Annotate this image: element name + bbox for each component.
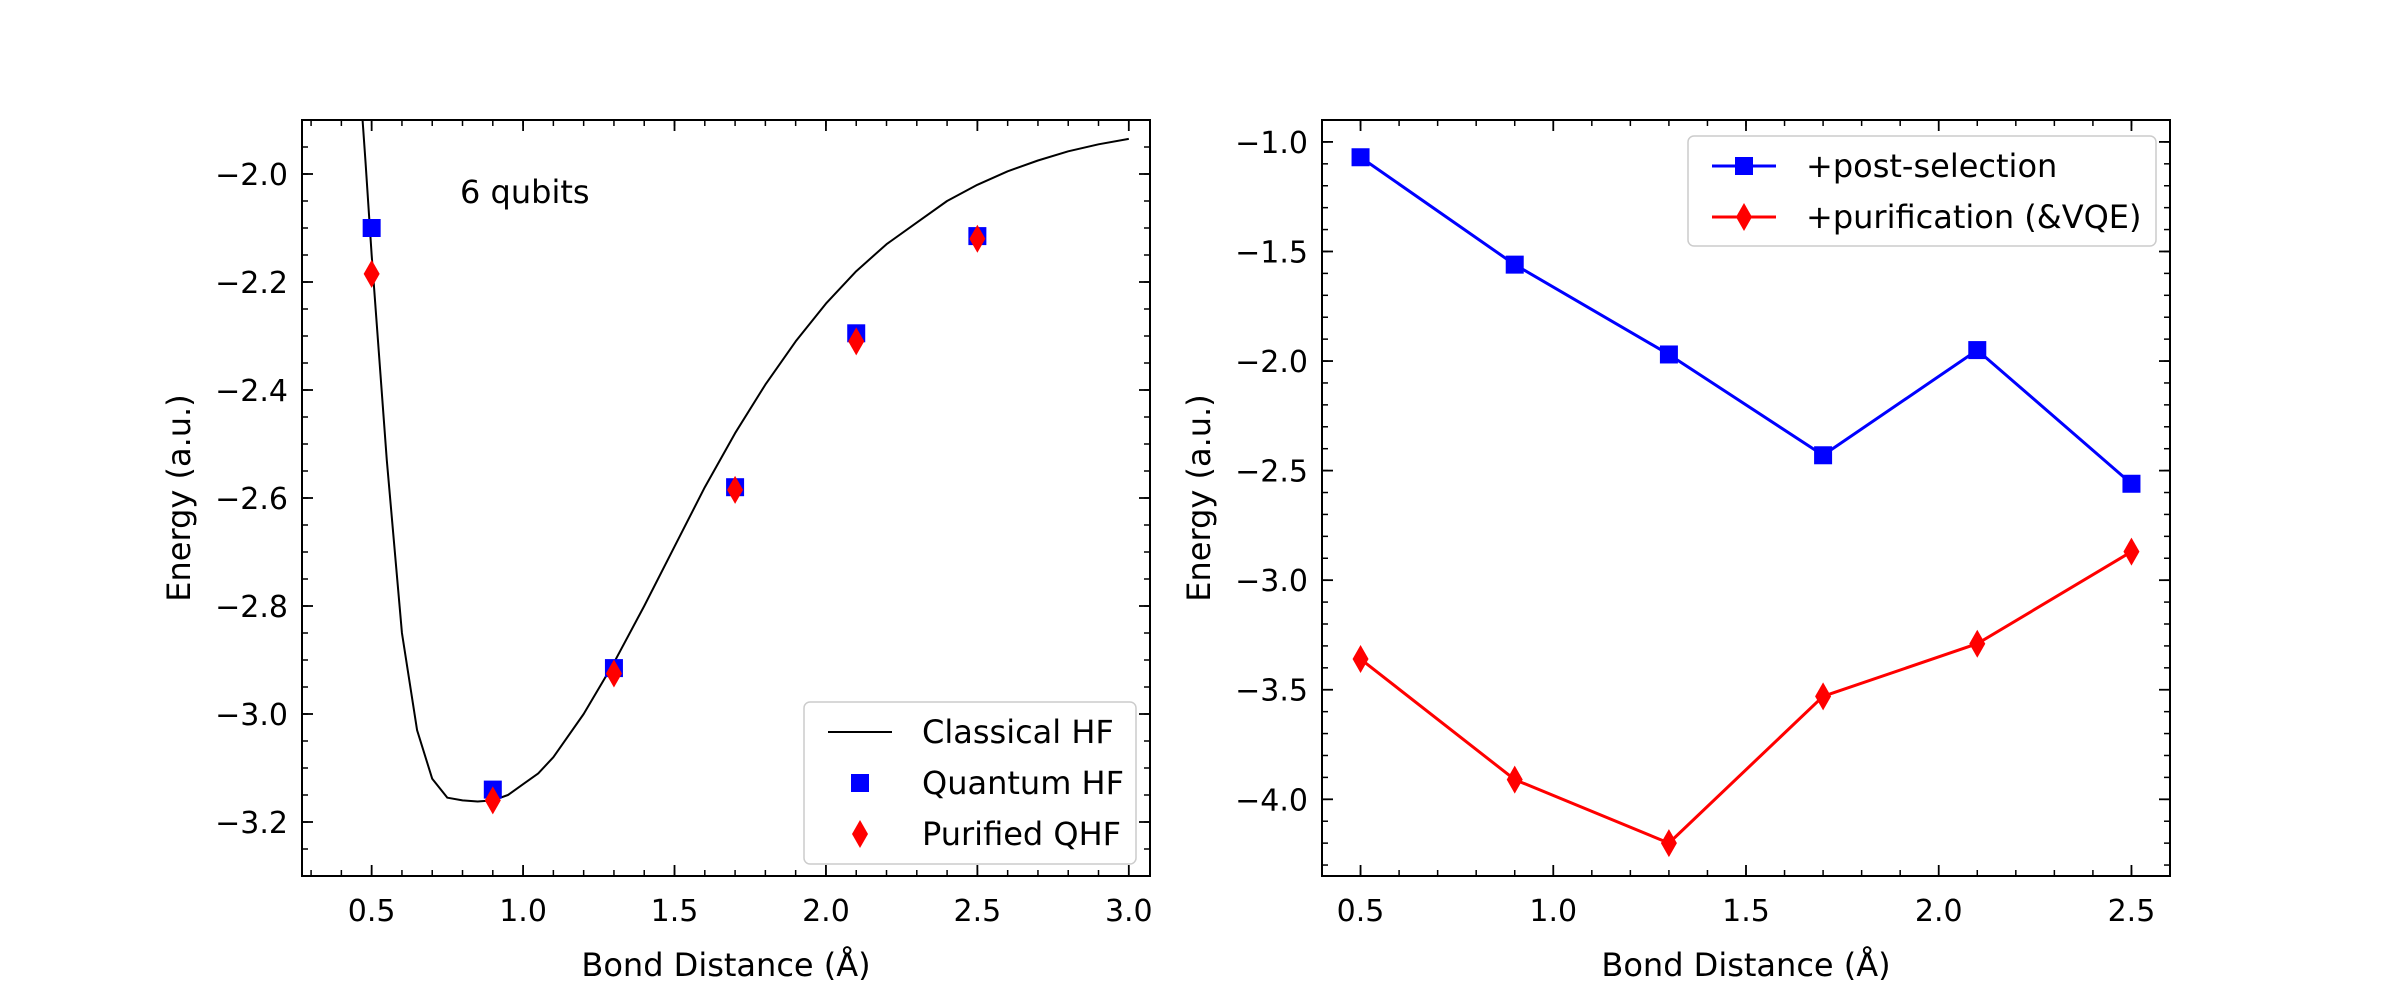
y-tick-label: −2.4	[215, 374, 288, 409]
legend-label: Quantum HF	[922, 764, 1124, 802]
y-tick-label: −4.0	[1235, 783, 1308, 818]
y-tick-label: −2.0	[1235, 345, 1308, 380]
x-tick-label: 1.5	[1722, 894, 1770, 929]
x-tick-label: 3.0	[1105, 894, 1153, 929]
y-tick-label: −3.2	[215, 806, 288, 841]
legend-label: Classical HF	[922, 713, 1114, 751]
data-point	[1505, 255, 1524, 274]
data-point	[1351, 148, 1370, 167]
data-point	[484, 786, 501, 815]
data-point	[969, 224, 986, 253]
x-tick-label: 1.5	[651, 894, 699, 929]
x-tick-label: 2.5	[954, 894, 1002, 929]
axes-frame	[301, 119, 1151, 877]
legend-handle-marker	[1735, 157, 1753, 175]
legend: Classical HF Quantum HF Purified QHF	[803, 701, 1137, 865]
x-tick-label: 2.5	[2108, 894, 2156, 929]
y-tick-label: −1.0	[1235, 126, 1308, 161]
y-tick-label: −1.5	[1235, 235, 1308, 270]
x-tick-label: 1.0	[1529, 894, 1577, 929]
data-point	[1659, 345, 1678, 364]
x-axis-label: Bond Distance (Å)	[581, 946, 870, 984]
y-tick-label: −2.5	[1235, 455, 1308, 490]
data-point	[1815, 682, 1832, 711]
y-tick-label: −3.0	[215, 698, 288, 733]
series-line	[1359, 550, 2133, 845]
y-tick-label: −3.5	[1235, 674, 1308, 709]
series-purified-qhf	[363, 224, 986, 815]
x-tick-label: 2.0	[802, 894, 850, 929]
data-point	[848, 327, 865, 356]
x-axis-label: Bond Distance (Å)	[1601, 946, 1890, 984]
x-tick-label: 2.0	[1915, 894, 1963, 929]
legend-label: +post-selection	[1806, 147, 2057, 185]
data-point	[2122, 474, 2141, 493]
legend-label: Purified QHF	[922, 815, 1121, 853]
data-point	[2123, 537, 2140, 566]
data-point	[1968, 341, 1987, 360]
y-tick-label: −2.2	[215, 266, 288, 301]
x-tick-label: 0.5	[348, 894, 396, 929]
data-point	[1352, 645, 1369, 674]
plot-area	[361, 120, 1129, 815]
series-post-selection	[1351, 148, 2141, 493]
x-tick-label: 0.5	[1337, 894, 1385, 929]
legend-label: +purification (&VQE)	[1806, 198, 2142, 236]
plot-area	[1351, 148, 2141, 858]
data-point	[1969, 629, 1986, 658]
legend-frame	[1687, 135, 2157, 247]
y-axis-label: Energy (a.u.)	[1180, 394, 1218, 601]
data-point	[1506, 765, 1523, 794]
data-point	[1814, 446, 1833, 465]
data-point	[1660, 829, 1677, 858]
legend-handle-marker	[1736, 203, 1752, 231]
legend-handle-marker	[851, 774, 869, 792]
data-point	[362, 219, 381, 237]
legend-frame	[803, 701, 1137, 865]
y-tick-label: −2.0	[215, 158, 288, 193]
series-line	[361, 120, 1129, 803]
legend: +post-selection +purification (&VQE)	[1687, 135, 2157, 247]
chart-panel-1: 0.5 1.0 1.5 2.0 2.5 3.0 −3.2 −3.0 −2.8 −2.6 −2.4 −2…	[160, 119, 1153, 984]
y-tick-label: −3.0	[1235, 564, 1308, 599]
annotation-label: 6 qubits	[460, 173, 590, 211]
y-tick-label: −2.6	[215, 482, 288, 517]
y-tick-label: −2.8	[215, 590, 288, 625]
legend-handle-marker	[852, 820, 868, 848]
data-point	[363, 259, 380, 288]
series-line	[1359, 156, 2133, 485]
chart-panel-2: 0.5 1.0 1.5 2.0 2.5 −4.0 −3.5 −3.0 −2.5 −2.0 −1.5 −…	[1180, 119, 2171, 984]
axes-frame	[1321, 119, 2171, 877]
series-purification-vqe	[1352, 537, 2140, 858]
y-axis-label: Energy (a.u.)	[160, 394, 198, 601]
data-point	[605, 659, 622, 688]
data-point	[727, 475, 744, 504]
series-classical-hf	[361, 120, 1129, 803]
x-tick-label: 1.0	[499, 894, 547, 929]
